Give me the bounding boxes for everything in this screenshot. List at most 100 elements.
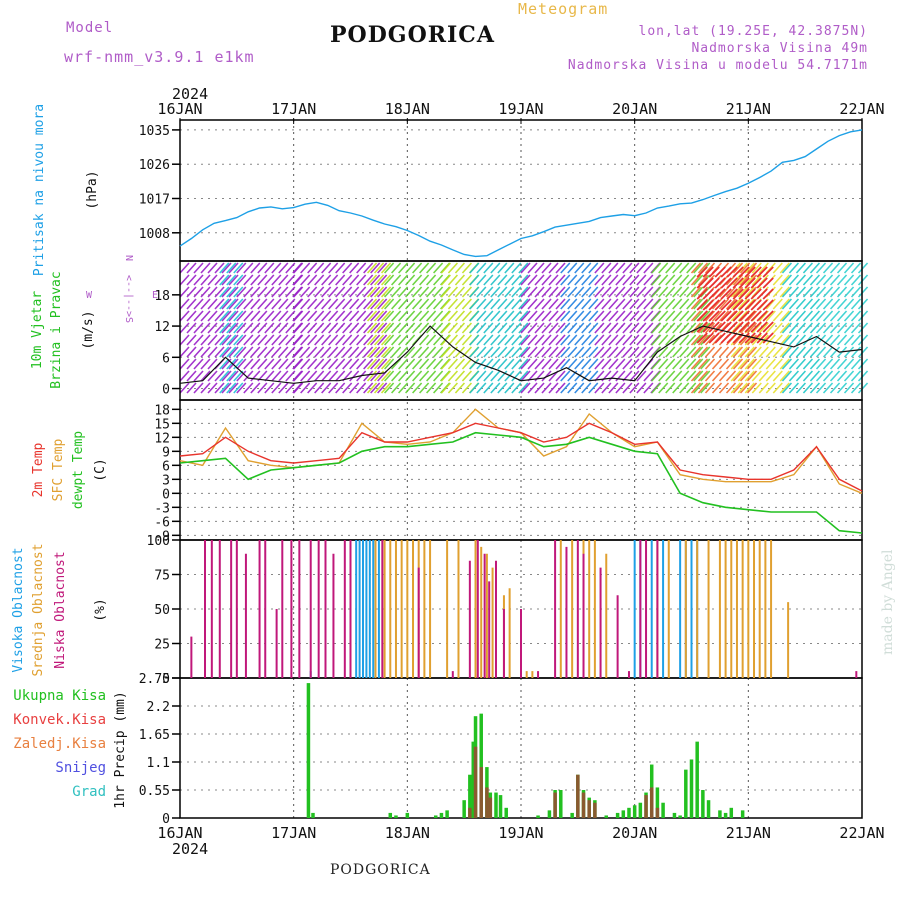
- wind-barb: [601, 298, 612, 310]
- wind-barb: [285, 298, 296, 310]
- wind-barb: [534, 322, 545, 334]
- wind-barb: [567, 382, 578, 394]
- wind-barb: [751, 382, 762, 394]
- wind-barb: [658, 334, 669, 346]
- wind-barb: [518, 334, 529, 346]
- wind-barb: [398, 382, 409, 394]
- wind-barb: [534, 358, 545, 370]
- wind-barb: [257, 346, 268, 358]
- wind-barb: [200, 298, 211, 310]
- wind-barb: [257, 274, 268, 286]
- wind-barb: [857, 370, 869, 382]
- wind-barb: [581, 358, 592, 370]
- wind-barb: [469, 322, 480, 334]
- wind-barb: [518, 346, 529, 358]
- wind-barb: [541, 382, 552, 394]
- wind-barb: [233, 262, 244, 274]
- wind-barb: [349, 358, 360, 370]
- wind-barb: [328, 286, 339, 298]
- wind-barb: [356, 262, 367, 274]
- wind-barb: [815, 382, 827, 394]
- wind-barb: [708, 277, 720, 289]
- wind-barb: [207, 310, 218, 322]
- wind-barb: [391, 346, 402, 358]
- wind-barb: [236, 286, 247, 298]
- precip-bar: [394, 815, 398, 818]
- wind-barb: [186, 334, 197, 346]
- wind-barb: [293, 286, 304, 298]
- wind-barb: [476, 382, 487, 394]
- wind-barb: [815, 298, 827, 310]
- wind-barb: [483, 358, 494, 370]
- y-tick-label: 0: [162, 383, 170, 398]
- wind-barb: [504, 262, 515, 274]
- precip-bar: [479, 713, 483, 818]
- wind-barb: [704, 262, 716, 274]
- wind-barb: [391, 334, 402, 346]
- wind-barb: [300, 274, 311, 286]
- wind-barb: [373, 334, 385, 346]
- wind-barb: [836, 334, 848, 346]
- wind-barb: [363, 286, 374, 298]
- wind-barb: [622, 382, 633, 394]
- wind-barb: [738, 266, 750, 278]
- precip-bar: [306, 683, 311, 818]
- wind-barb: [636, 274, 647, 286]
- wind-barb: [321, 370, 332, 382]
- wind-barb: [476, 274, 487, 286]
- wind-barb: [342, 346, 353, 358]
- wind-barb: [711, 370, 723, 382]
- wind-barb: [469, 370, 480, 382]
- wind-barb: [233, 346, 244, 358]
- wind-barb: [548, 334, 559, 346]
- wind-barb: [672, 346, 683, 358]
- wind-barb: [440, 370, 452, 382]
- wind-barb: [307, 334, 318, 346]
- wind-barb: [679, 286, 690, 298]
- wind-barb: [725, 346, 737, 358]
- wind-barb: [836, 274, 848, 286]
- wind-barb: [228, 322, 239, 334]
- wind-barb: [588, 262, 599, 274]
- wind-barb: [233, 334, 244, 346]
- wind-barb: [765, 358, 776, 370]
- wind-barb: [588, 298, 599, 310]
- wind-barb: [391, 370, 402, 382]
- wind-barb: [419, 370, 430, 382]
- wind-barb: [750, 310, 762, 322]
- wind-barb: [335, 274, 346, 286]
- wind-barb: [285, 346, 296, 358]
- wind-barb: [737, 286, 748, 298]
- wind-barb: [697, 334, 709, 346]
- wind-barb: [257, 286, 268, 298]
- wind-barb: [686, 370, 697, 382]
- wind-barb: [461, 370, 473, 382]
- wind-barb: [219, 346, 230, 358]
- wind-barb: [690, 310, 702, 322]
- convective-precip-bar: [553, 792, 557, 818]
- wind-barb: [651, 370, 662, 382]
- wind-barb: [307, 370, 318, 382]
- wind-barb: [560, 262, 571, 274]
- wind-barb: [815, 346, 827, 358]
- wind-barb: [264, 286, 275, 298]
- wind-barb: [363, 298, 374, 310]
- wind-barb: [829, 346, 841, 358]
- wind-barb: [454, 322, 466, 334]
- wind-barb: [228, 334, 239, 346]
- precip-bar: [498, 795, 503, 818]
- wind-barb: [349, 346, 360, 358]
- wind-barb: [720, 299, 732, 311]
- wind-barb: [588, 322, 599, 334]
- wind-barb: [622, 322, 633, 334]
- wind-barb: [518, 286, 529, 298]
- wind-barb: [772, 382, 783, 394]
- wind-barb: [574, 334, 585, 346]
- wind-barb: [384, 370, 395, 382]
- wind-barb: [665, 382, 676, 394]
- wind-barb: [781, 370, 793, 382]
- wind-barb: [236, 274, 247, 286]
- wind-barb: [219, 382, 230, 394]
- wind-barb: [193, 346, 204, 358]
- wind-barb: [781, 262, 793, 274]
